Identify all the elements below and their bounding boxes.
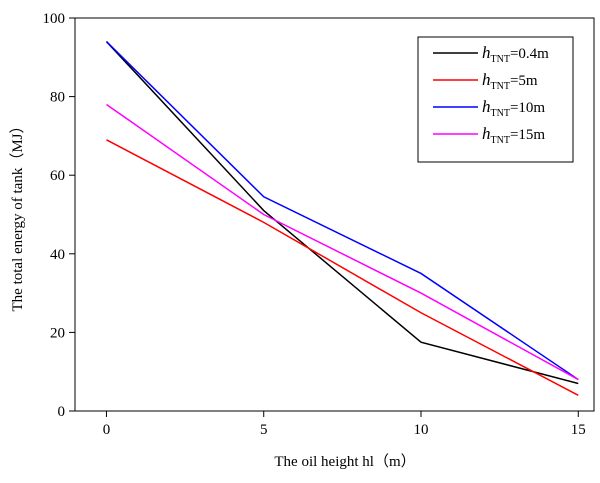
x-tick-label: 10: [414, 422, 429, 438]
y-axis-label: The total energy of tank（MJ）: [9, 118, 26, 311]
legend-label: hTNT=10m: [482, 97, 545, 119]
y-tick-label: 20: [50, 325, 65, 341]
x-tick-label: 15: [571, 422, 586, 438]
x-tick-label: 5: [260, 422, 268, 438]
y-tick-label: 60: [50, 168, 65, 184]
x-axis-label: The oil height hl（m）: [274, 453, 415, 470]
legend-box: [417, 36, 574, 163]
legend-label: hTNT=5m: [482, 70, 538, 92]
y-tick-label: 100: [43, 11, 66, 27]
data-line: [106, 103, 579, 381]
data-line: [106, 139, 579, 396]
x-tick-label: 0: [103, 422, 111, 438]
y-tick-label: 80: [50, 90, 65, 106]
plot-frame: [74, 17, 595, 412]
legend-label: hTNT=0.4m: [482, 43, 549, 65]
y-tick-label: 40: [50, 247, 65, 263]
legend-label: hTNT=15m: [482, 124, 545, 146]
data-line: [105, 41, 579, 385]
data-line: [105, 41, 579, 381]
y-tick-label: 0: [58, 404, 66, 420]
